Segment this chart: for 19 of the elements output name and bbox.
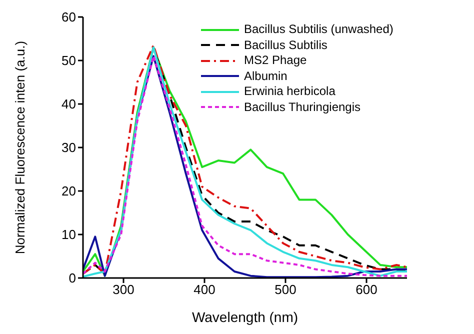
x-tick-label: 500: [274, 282, 296, 298]
x-tick-label: 600: [356, 282, 378, 298]
legend-label: MS2 Phage: [244, 53, 307, 68]
y-tick-label: 10: [62, 227, 76, 242]
y-tick-label: 50: [62, 53, 76, 68]
y-tick-label: 40: [62, 96, 76, 112]
legend-label: Bacillus Thuringiengis: [244, 100, 361, 115]
y-tick-label: 30: [62, 140, 76, 156]
y-tick-label: 0: [68, 270, 76, 286]
y-tick-label: 60: [62, 10, 76, 25]
legend-label: Albumin: [244, 68, 288, 84]
legend-label: Bacillus Subtilis: [244, 38, 328, 53]
legend-label: Erwinia herbicola: [244, 84, 336, 100]
x-axis-title: Wavelength (nm): [192, 309, 298, 325]
x-tick-label: 300: [112, 282, 134, 298]
y-tick-label: 20: [62, 184, 76, 199]
legend-label: Bacillus Subtilis (unwashed): [244, 22, 394, 38]
y-axis-title: Normalized Fluorescence inten (a.u.): [12, 40, 28, 254]
x-tick-label: 400: [194, 282, 216, 298]
